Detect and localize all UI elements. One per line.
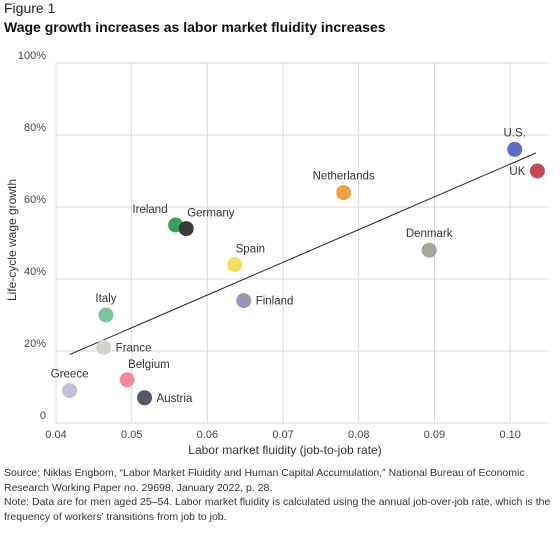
chart-footer: Source: Niklas Engbom, “Labor Market Flu… <box>4 466 556 524</box>
point-label: Denmark <box>406 228 453 240</box>
point-label: Austria <box>157 393 193 405</box>
point-label: Finland <box>256 296 294 308</box>
y-axis-title: Life-cycle wage growth <box>5 179 19 301</box>
x-tick-label: 0.07 <box>272 429 293 441</box>
scatter-chart: 0.04 0.05 0.06 0.07 0.08 0.09 0.10 0 20% 40% 60% 8… <box>5 50 548 457</box>
data-point <box>421 242 437 258</box>
y-tick-label: 0 <box>40 410 46 422</box>
point-label: Greece <box>51 369 89 381</box>
y-tick-label: 40% <box>24 266 46 278</box>
chart-title: Wage growth increases as labor market fl… <box>4 19 386 35</box>
point-label: UK <box>509 166 525 178</box>
point-label: Germany <box>187 208 235 220</box>
point-label: Spain <box>236 244 265 256</box>
figure-label: Figure 1 <box>4 0 56 16</box>
x-tick-label: 0.04 <box>45 429 66 441</box>
x-axis-ticks: 0.04 0.05 0.06 0.07 0.08 0.09 0.10 <box>45 429 521 441</box>
point-label: Netherlands <box>313 171 375 183</box>
x-tick-label: 0.06 <box>197 429 218 441</box>
trend-line-group <box>69 152 537 356</box>
y-tick-label: 80% <box>24 122 46 134</box>
data-point <box>336 185 352 201</box>
data-point <box>227 257 243 273</box>
y-tick-label: 100% <box>18 50 46 62</box>
point-label: Italy <box>95 293 116 305</box>
point-label: U.S. <box>504 127 526 139</box>
x-tick-label: 0.10 <box>499 429 520 441</box>
data-point <box>119 372 135 388</box>
grid-lines <box>55 62 548 424</box>
source-note: Source: Niklas Engbom, “Labor Market Flu… <box>4 467 525 494</box>
point-label: Belgium <box>128 359 170 371</box>
data-point <box>529 163 545 179</box>
x-tick-label: 0.05 <box>121 429 142 441</box>
x-tick-label: 0.08 <box>348 429 369 441</box>
point-labels: Greece Italy France Belgium Austria Ireland Ge… <box>51 127 526 404</box>
y-tick-label: 20% <box>24 338 46 350</box>
data-point <box>98 307 114 323</box>
data-note: Note: Data are for men aged 25–54. Labor… <box>4 496 551 523</box>
x-tick-label: 0.09 <box>424 429 445 441</box>
data-point <box>178 221 194 237</box>
y-axis-ticks: 0 20% 40% 60% 80% 100% <box>18 50 46 422</box>
data-points <box>62 141 545 406</box>
x-axis-title: Labor market fluidity (job-to-job rate) <box>188 443 381 457</box>
data-point <box>236 293 252 309</box>
data-point <box>62 383 78 399</box>
data-point <box>96 339 112 355</box>
point-label: France <box>116 342 152 354</box>
y-tick-label: 60% <box>24 194 46 206</box>
data-point <box>137 390 153 406</box>
data-point <box>507 141 523 157</box>
trend-line <box>69 152 537 356</box>
point-label: Ireland <box>132 204 167 216</box>
